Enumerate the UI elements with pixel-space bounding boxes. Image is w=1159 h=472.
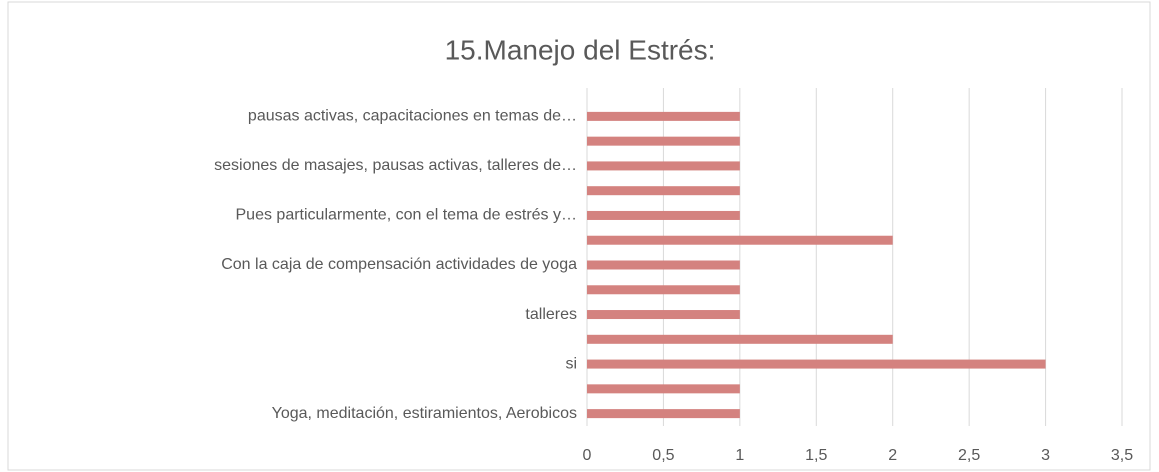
bar xyxy=(587,310,740,320)
y-tick-label: Pues particularmente, con el tema de est… xyxy=(236,207,578,224)
bar xyxy=(587,384,740,394)
y-tick-label: Con la caja de compensación actividades … xyxy=(221,256,577,273)
x-tick-label: 2 xyxy=(888,447,897,464)
x-tick-label: 0,5 xyxy=(652,447,674,464)
bar xyxy=(587,334,893,344)
bar xyxy=(587,260,740,270)
bar xyxy=(587,161,740,171)
bar xyxy=(587,409,740,419)
x-tick-label: 3 xyxy=(1041,447,1050,464)
x-tick-label: 0 xyxy=(583,447,592,464)
bar xyxy=(587,235,893,245)
x-tick-label: 3,5 xyxy=(1111,447,1133,464)
y-tick-label: sesiones de masajes, pausas activas, tal… xyxy=(214,157,577,174)
y-tick-label: talleres xyxy=(525,306,577,323)
bar xyxy=(587,136,740,146)
y-tick-label: Yoga, meditación, estiramientos, Aerobic… xyxy=(272,405,577,422)
bar xyxy=(587,111,740,121)
chart-border xyxy=(7,1,1151,471)
x-tick-label: 2,5 xyxy=(958,447,980,464)
x-tick-label: 1,5 xyxy=(805,447,827,464)
x-tick-label: 1 xyxy=(735,447,744,464)
y-tick-label: pausas activas, capacitaciones en temas … xyxy=(248,108,577,125)
bar xyxy=(587,210,740,220)
bar xyxy=(587,186,740,196)
chart-title: 15.Manejo del Estrés: xyxy=(445,34,716,65)
y-tick-label: si xyxy=(565,355,577,372)
bar xyxy=(587,359,1046,369)
bar xyxy=(587,285,740,295)
